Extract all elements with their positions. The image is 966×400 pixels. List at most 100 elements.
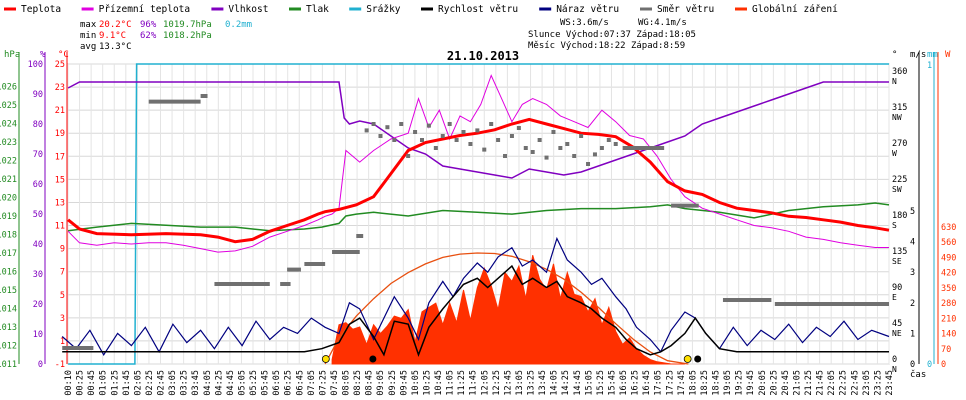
stat-moon: Měsíc Východ:18:22 Západ:8:59 — [528, 41, 685, 51]
x-tick-label: 21:05 — [792, 370, 802, 396]
stat-avg-temp: 13.3°C — [99, 42, 132, 52]
wind-dir-point — [606, 138, 611, 142]
wind-dir-point — [426, 123, 431, 128]
left-axis-tick: 1021 — [0, 175, 17, 185]
dir-tick-value: 315 — [892, 103, 907, 113]
x-tick-label: 14:05 — [550, 370, 560, 396]
series-humidity — [67, 81, 889, 179]
stat-max-rain: 0.2mm — [225, 20, 252, 30]
series-wind-gust — [61, 236, 890, 356]
wind-dir-point — [579, 134, 584, 138]
x-tick-label: 05:45 — [261, 370, 271, 396]
wind-dir-point — [440, 134, 445, 138]
series-wind-speed — [62, 264, 889, 358]
wind-dir-point — [523, 146, 528, 150]
wind-dir-point — [572, 154, 577, 158]
dir-tick-value: 225 — [892, 175, 907, 185]
series-pressure — [68, 202, 890, 232]
x-tick-label: 17:05 — [654, 370, 664, 396]
stat-max-temp: 20.2°C — [99, 20, 132, 30]
left-axis-tick: 1026 — [0, 83, 17, 93]
rad-tick: 350 — [941, 284, 956, 294]
wind-dir-point — [385, 125, 390, 130]
left-axis-tick: 3 — [60, 314, 65, 324]
x-tick-label: 04:05 — [203, 370, 213, 396]
x-tick-label: 23:05 — [862, 370, 872, 396]
wind-dir-point — [551, 130, 556, 134]
x-tick-label: 06:45 — [295, 370, 305, 396]
x-tick-label: 20:25 — [769, 370, 779, 396]
x-tick-label: 14:25 — [561, 370, 571, 396]
left-axis-tick: -1 — [55, 360, 65, 370]
x-tick-label: 09:25 — [388, 370, 398, 396]
wind-dir-point — [592, 152, 597, 157]
x-tick-label: 12:25 — [492, 370, 502, 396]
x-tick-label: 07:45 — [330, 370, 340, 396]
dir-tick-value: 0 — [892, 355, 897, 365]
wind-tick: 0 — [910, 360, 915, 370]
left-axis-unit: hPa — [4, 50, 20, 60]
left-axis-tick: 15 — [55, 175, 65, 185]
wind-dir-point — [544, 155, 549, 160]
x-tick-label: 03:25 — [180, 370, 190, 396]
x-tick-label: 21:45 — [816, 370, 826, 396]
sunrise-marker — [321, 355, 330, 363]
dir-tick-value: 135 — [892, 247, 907, 257]
right-axis-unit: mm — [927, 50, 938, 60]
x-tick-label: 03:05 — [168, 370, 178, 396]
x-tick-label: 10:05 — [411, 370, 421, 396]
left-axis-tick: 1015 — [0, 286, 17, 296]
x-tick-label: 04:25 — [214, 370, 224, 396]
wind-dir-point — [503, 154, 508, 158]
wind-dir-point — [496, 138, 501, 142]
left-axis-tick: 30 — [33, 270, 43, 280]
left-axis-tick: 100 — [28, 60, 43, 70]
legend-label: Globální záření — [752, 4, 838, 15]
stat-avg-label: avg — [80, 42, 96, 52]
rad-tick: 630 — [941, 223, 956, 233]
rain-tick: 1 — [927, 61, 932, 71]
left-axis-tick: 10 — [33, 330, 43, 340]
wind-dir-point — [413, 130, 418, 134]
dir-tick-name: NW — [892, 113, 902, 122]
x-tick-label: 19:05 — [723, 370, 733, 396]
x-tick-label: 02:05 — [133, 370, 143, 396]
wind-dir-point — [516, 126, 521, 130]
wind-dir-point — [537, 138, 542, 142]
rad-tick: 140 — [941, 330, 956, 340]
rad-tick: 420 — [941, 269, 956, 279]
series-rain — [68, 63, 889, 365]
wind-dir-point — [419, 138, 424, 142]
wind-dir-point — [447, 122, 452, 126]
wind-dir-point — [371, 122, 376, 126]
series-sun-curve — [324, 252, 689, 365]
x-tick-label: 13:25 — [527, 370, 537, 396]
wind-dir-point — [468, 142, 473, 146]
left-axis-tick: 0 — [38, 360, 43, 370]
left-axis-tick: 40 — [33, 240, 43, 250]
x-tick-label: 08:05 — [342, 370, 352, 396]
legend-label: Rychlost větru — [438, 4, 518, 15]
wind-dir-point — [475, 128, 480, 133]
rad-tick: 70 — [941, 345, 951, 355]
left-axis-tick: 1011 — [0, 360, 17, 370]
x-tick-label: 15:25 — [596, 370, 606, 396]
wind-dir-point — [482, 147, 487, 152]
x-tick-label: 18:05 — [688, 370, 698, 396]
dir-tick-value: 180 — [892, 211, 907, 221]
x-tick-label: 19:45 — [746, 370, 756, 396]
dir-tick-name: SE — [892, 257, 902, 266]
legend-label: Teplota — [21, 4, 61, 15]
x-tick-label: 20:45 — [781, 370, 791, 396]
left-axis-tick: 1024 — [0, 120, 17, 130]
x-tick-label: 00:25 — [76, 370, 86, 396]
left-axis-tick: 25 — [55, 60, 65, 70]
left-axis-tick: 19 — [55, 129, 65, 139]
left-axis-tick: 17 — [55, 152, 65, 162]
x-tick-label: 01:25 — [110, 370, 120, 396]
x-tick-label: 01:45 — [122, 370, 132, 396]
x-tick-label: 14:45 — [573, 370, 583, 396]
dir-tick-name: S — [892, 221, 897, 230]
